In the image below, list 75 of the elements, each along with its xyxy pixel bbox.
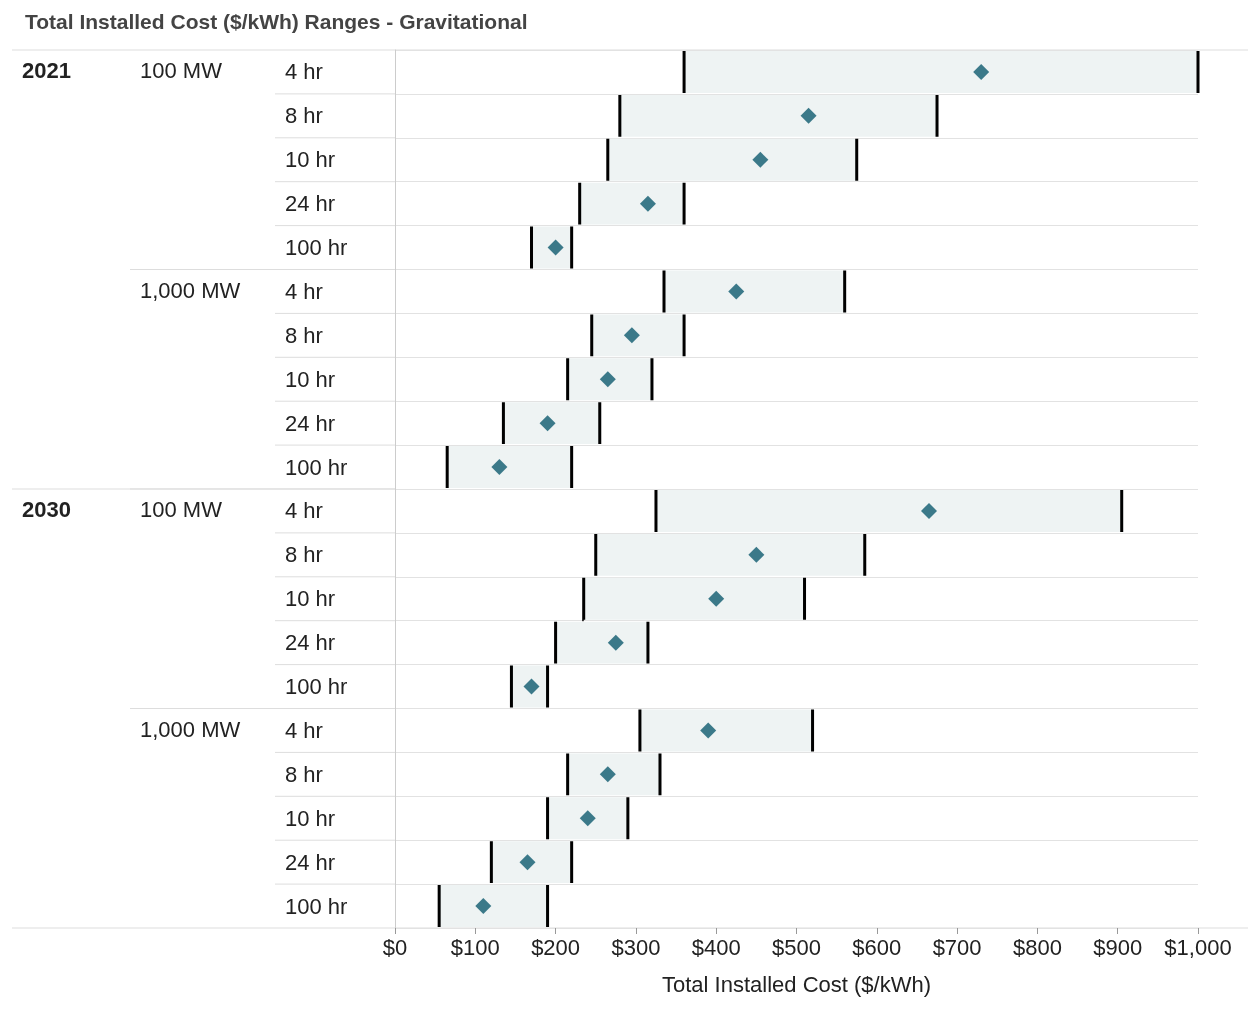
text: 2030	[22, 497, 71, 523]
bar	[638, 708, 815, 753]
y-tick-label: 4 hr	[285, 278, 323, 304]
point	[519, 854, 536, 871]
text: 100 MW	[140, 58, 223, 84]
bar	[606, 137, 859, 183]
y-tick-label: 100 hr	[285, 674, 348, 700]
text: 1,000 MW	[140, 277, 241, 303]
y-tick-label: 24 hr	[285, 630, 336, 656]
bar	[682, 49, 1200, 95]
bar	[501, 400, 602, 446]
y-tick-label: 8 hr	[285, 103, 323, 129]
y-tick-label: 10 hr	[285, 586, 336, 612]
x-tick-label: $800	[1012, 934, 1062, 960]
text: 1,000 MW	[140, 716, 241, 742]
bar	[489, 839, 574, 885]
y-tick-label: 100 hr	[285, 454, 348, 480]
point	[639, 195, 656, 212]
bar	[654, 488, 1124, 534]
y-tick-label: 100 hr	[285, 893, 348, 919]
x-tick-label: $500	[772, 934, 821, 960]
y-tick-label: 8 hr	[285, 761, 323, 787]
y-tick-label: 4 hr	[285, 59, 323, 85]
y-tick-label: 24 hr	[285, 849, 336, 875]
point	[599, 371, 616, 388]
bar	[566, 356, 654, 402]
text: 2021	[22, 58, 71, 84]
y-tick-label: 100 hr	[285, 235, 348, 261]
bar	[578, 181, 686, 227]
point	[599, 766, 616, 783]
point	[973, 63, 990, 80]
y-tick-label: 10 hr	[285, 147, 336, 173]
y-tick-label: 24 hr	[285, 191, 336, 217]
point	[579, 810, 596, 827]
y-tick-label: 10 hr	[285, 366, 336, 392]
x-tick-label: $300	[611, 934, 661, 960]
x-tick-label: $200	[531, 934, 581, 960]
bar	[566, 751, 662, 797]
bar	[590, 312, 686, 358]
point	[920, 502, 937, 519]
point	[708, 590, 725, 607]
point	[475, 898, 492, 915]
bar	[530, 225, 574, 270]
point	[700, 722, 717, 739]
bar	[509, 664, 550, 709]
text: 100 MW	[140, 497, 223, 523]
bar	[445, 444, 574, 490]
point	[728, 283, 745, 300]
point	[752, 151, 769, 168]
x-tick-label: $900	[1093, 934, 1143, 960]
y-tick-label: 4 hr	[285, 717, 323, 743]
x-tick-label: $700	[932, 934, 982, 960]
y-tick-label: 8 hr	[285, 542, 323, 568]
bar	[662, 269, 847, 314]
bar	[546, 795, 630, 841]
point	[607, 634, 624, 651]
point	[539, 415, 556, 432]
bar	[437, 883, 550, 929]
y-tick-label: 8 hr	[285, 322, 323, 348]
x-tick-label: $100	[450, 934, 500, 960]
y-tick-label: 4 hr	[285, 498, 323, 524]
point	[748, 546, 765, 563]
x-tick-label: $1,000	[1164, 934, 1232, 960]
x-axis-title: Total Installed Cost ($/kWh)	[662, 971, 931, 997]
y-tick-label: 10 hr	[285, 805, 336, 831]
bar	[594, 532, 867, 578]
x-tick-label: $0	[382, 934, 408, 960]
point	[623, 327, 640, 344]
y-tick-label: 24 hr	[285, 410, 336, 436]
x-tick-label: $400	[691, 934, 741, 960]
point	[800, 107, 817, 124]
bar	[618, 93, 939, 139]
point	[491, 459, 508, 476]
x-tick-label: $600	[852, 934, 902, 960]
chart-title: Total Installed Cost ($/kWh) Ranges - Gravitational	[25, 10, 528, 33]
